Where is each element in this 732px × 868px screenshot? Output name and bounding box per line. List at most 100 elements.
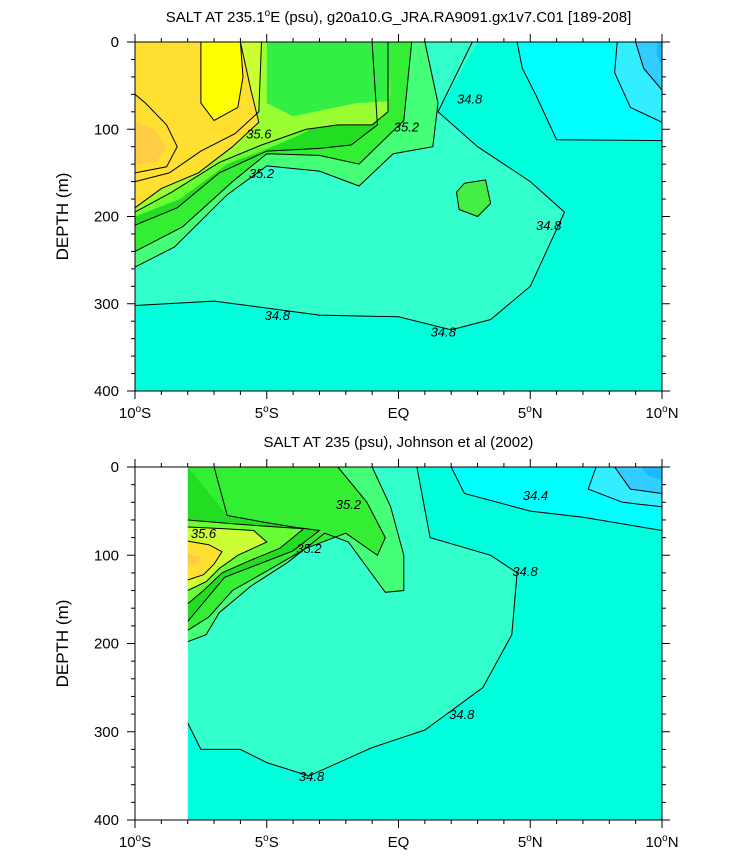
y-axis-label: DEPTH (m) [53,600,72,688]
x-tick-degree: o [526,404,532,415]
y-tick-label: 300 [94,296,119,313]
contour-label-2: 35.2 [336,497,362,512]
contour-label-6: 34.8 [265,308,291,323]
title-part: SALT AT 235.1 [166,9,265,26]
contour-line-3 [187,467,386,631]
contour-line-1 [135,42,566,331]
contour-line-13 [455,179,492,218]
contour-line-5 [187,519,305,605]
x-tick-degree: o [662,404,668,415]
contour-region-6 [656,42,662,67]
contour-line-11 [614,42,662,123]
contour-region-15 [200,42,243,121]
x-tick-label: 10oN [645,833,678,851]
x-tick-degree: o [136,833,142,844]
x-tick-hemi: N [532,834,543,851]
contour-fills [187,467,662,820]
x-tick-degree: o [526,833,532,844]
x-tick-label: 10oS [119,404,151,422]
contour-label-text: 35.2 [336,497,362,512]
x-tick-hemi: N [532,405,543,422]
contour-label-text: 34.4 [523,488,548,503]
contour-label-text: 34.8 [512,564,538,579]
contour-line-10 [516,42,662,142]
y-tick-label: 300 [94,724,119,741]
contour-line-6 [187,526,268,591]
y-tick-label: 0 [111,459,119,476]
y-tick-label: 400 [94,812,119,829]
contour-label-text: 35.2 [394,120,420,135]
contour-label-4: 34.8 [457,92,483,107]
contour-label-3: 35.2 [394,120,420,135]
contour-fills [135,42,662,391]
contour-line-2 [135,42,439,268]
chart-title: SALT AT 235 (psu), Johnson et al (2002) [264,434,534,451]
contour-label-text: 35.6 [191,526,217,541]
y-tick-label: 400 [94,383,119,400]
contour-label-4: 34.4 [523,488,548,503]
contour-region-12 [266,42,394,117]
contour-lines [187,467,662,777]
x-tick-label: 10oS [119,833,151,851]
contour-line-4 [187,467,321,622]
contour-line-12 [635,42,662,91]
contour-line-9 [587,467,662,508]
x-tick-label: 10oN [645,404,678,422]
contour-label-7: 34.8 [299,769,325,784]
contour-label-text: 34.8 [265,308,291,323]
contour-label-text: 35.6 [246,127,272,142]
contour-line-7 [135,42,260,209]
contour-region-2 [187,467,662,820]
x-tick-hemi: S [141,405,151,422]
contour-region-13 [187,553,201,566]
contour-label-7: 34.8 [431,325,457,340]
x-tick-hemi: N [668,405,679,422]
contour-region-11 [187,527,267,591]
contour-label-3: 35.2 [296,541,322,556]
x-tick-num: 10 [119,834,136,851]
contour-label-text: 34.8 [457,92,483,107]
x-tick-label: 5oS [255,833,279,851]
x-tick-num: 5 [518,405,526,422]
contour-region-17 [135,122,167,165]
contour-line-8 [200,42,244,122]
contour-label-text: 35.2 [249,166,275,181]
x-tick-hemi: S [141,834,151,851]
x-tick-degree: o [662,833,668,844]
contour-region-5 [635,42,662,90]
y-tick-label: 200 [94,209,119,226]
x-tick-num: 10 [119,405,136,422]
contour-label-text: 34.8 [431,325,457,340]
x-tick-hemi: N [668,834,679,851]
contour-label-1: 35.6 [246,127,272,142]
x-tick-hemi: S [269,405,279,422]
contour-line-7 [187,540,223,581]
contour-region-2 [135,42,662,391]
x-tick-hemi: S [269,834,279,851]
x-tick-label: 5oN [518,404,543,422]
contour-line-3 [135,42,413,252]
contour-label-6: 34.8 [449,707,475,722]
contour-line-1 [187,467,518,777]
chart-panel-2: 35.6 35.2 35.2 34.4 34.8 34.8 34.8 0 100 200 300 40… [53,434,679,851]
x-tick-num: 5 [518,834,526,851]
title-degree: o [265,8,271,19]
x-tick-num: 5 [255,834,263,851]
contour-line-8 [450,467,662,531]
contour-label-text: 34.8 [299,769,325,784]
y-axis-label: DEPTH (m) [53,173,72,261]
contour-line-4 [135,42,378,226]
chart-panel-1: 35.6 35.2 35.2 34.8 34.8 34.8 34.8 0 100 200 300 40… [53,8,679,422]
contour-region-6 [640,467,662,481]
x-tick-num: 10 [645,834,662,851]
no-data-area [135,467,188,820]
contour-label-text: 34.8 [449,707,475,722]
x-tick-num: 5 [255,405,263,422]
x-tick-label: EQ [388,405,410,422]
y-tick-label: 100 [94,547,119,564]
x-tick-label: 5oS [255,404,279,422]
contour-line-5 [135,42,389,213]
x-tick-label: EQ [388,834,410,851]
x-tick-num: 10 [645,405,662,422]
